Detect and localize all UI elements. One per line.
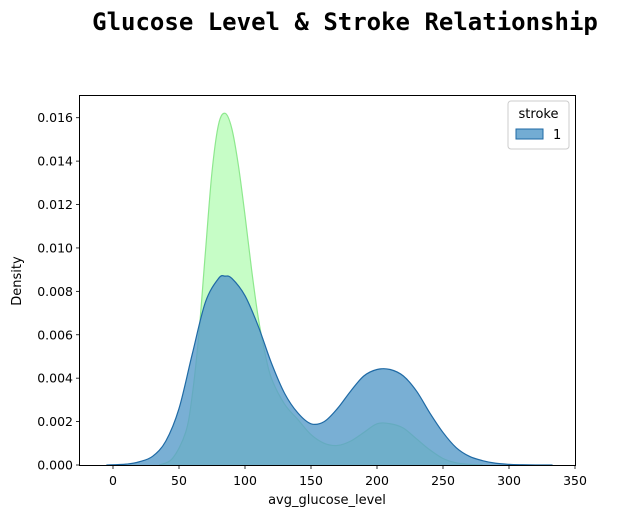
x-tick-label: 150 <box>299 473 323 488</box>
x-axis: 0 50 100 150 200 250 300 350 <box>109 465 587 488</box>
y-axis: 0.000 0.002 0.004 0.006 0.008 0.010 0.012 0.014… <box>37 110 80 473</box>
x-tick-label: 200 <box>365 473 389 488</box>
legend-swatch <box>515 128 544 140</box>
series-layer <box>106 112 553 466</box>
y-tick-label: 0.002 <box>37 414 73 429</box>
y-tick-label: 0.016 <box>37 110 73 125</box>
y-axis-label: Density <box>10 256 25 306</box>
x-tick-label: 0 <box>109 473 117 488</box>
density-area-series-2 <box>106 275 553 465</box>
legend-title: stroke <box>519 107 559 122</box>
y-tick-label: 0.010 <box>37 240 73 255</box>
y-tick-label: 0.004 <box>37 371 73 386</box>
y-tick-label: 0.014 <box>37 154 73 169</box>
x-tick-label: 250 <box>431 473 455 488</box>
x-tick-label: 50 <box>171 473 187 488</box>
y-tick-label: 0.000 <box>37 458 73 473</box>
x-tick-label: 350 <box>563 473 587 488</box>
x-axis-label: avg_glucose_level <box>268 493 386 508</box>
legend: stroke 1 <box>507 100 570 150</box>
chart-title: Glucose Level & Stroke Relationship <box>92 8 598 36</box>
x-tick-label: 100 <box>233 473 257 488</box>
y-tick-label: 0.008 <box>37 284 73 299</box>
y-tick-label: 0.012 <box>37 197 73 212</box>
x-tick-label: 300 <box>497 473 521 488</box>
legend-label: 1 <box>553 128 561 143</box>
density-line-series-2 <box>106 275 553 466</box>
y-tick-label: 0.006 <box>37 327 73 342</box>
plot-frame <box>79 95 576 466</box>
